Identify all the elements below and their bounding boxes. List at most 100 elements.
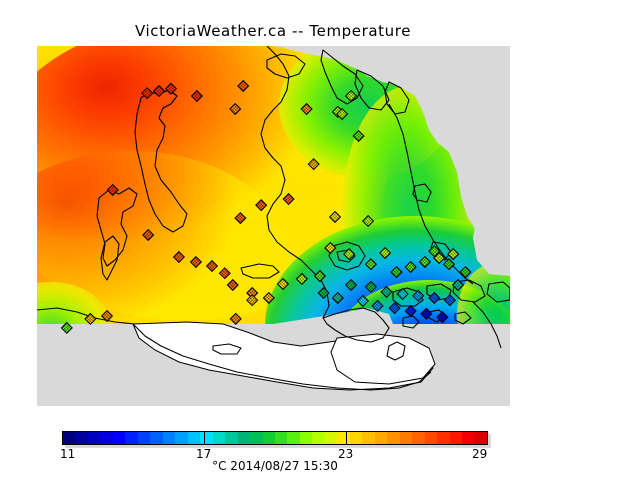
station-marker-hatch [141,87,153,99]
station-marker-hatch [443,258,455,270]
colorbar-cell-20 [312,432,325,444]
station-marker-hatch [191,90,203,102]
station-marker-hatch [343,248,355,260]
colorbar-label-mid1: 17 [196,447,212,461]
station-marker-hatch [389,302,400,314]
station-marker-hatch [61,322,73,334]
colorbar-cell-30 [437,432,450,444]
colorbar-cell-17 [274,432,288,444]
colorbar-cell-2 [87,432,101,444]
station-marker-hatch [444,294,456,306]
station-marker-hatch [397,288,408,300]
colorbar-cell-6 [137,432,151,444]
station-marker-hatch [412,290,424,302]
station-marker-hatch [379,247,391,259]
station-marker-hatch [107,184,119,196]
station-markers [60,79,472,335]
station-marker-hatch [235,212,246,224]
colorbar-cell-29 [424,432,438,444]
station-marker-hatch [433,252,445,264]
station-marker-hatch [447,248,459,260]
colorbar-cell-18 [287,432,300,444]
station-marker-hatch [296,273,308,285]
colorbar-cell-7 [150,432,163,444]
station-marker-hatch [283,193,294,205]
station-marker-hatch [229,103,241,115]
page-title: VictoriaWeather.ca -- Temperature [134,22,412,40]
station-marker-hatch [345,279,357,291]
station-marker-hatch [420,308,432,320]
colorbar-gradient [62,431,488,445]
station-marker-hatch [219,267,231,279]
colorbar-cell-4 [112,432,126,444]
station-marker-hatch [353,130,364,142]
colorbar-cell-11 [200,432,213,444]
station-marker-hatch [301,103,312,115]
temperature-map [37,46,510,406]
station-marker-hatch [237,80,249,92]
station-marker-hatch [324,242,336,254]
colorbar-cell-5 [125,432,138,444]
station-marker-hatch [153,85,165,97]
colorbar-cell-27 [399,432,413,444]
colorbar-cell-0 [63,432,76,444]
temperature-map-panel [37,46,510,406]
colorbar: 11 17 23 29 [60,431,491,461]
station-marker-hatch [308,158,320,170]
station-marker-hatch [230,313,242,325]
station-marker-hatch [381,286,392,298]
colorbar-cell-1 [75,432,88,444]
station-marker-hatch [318,287,329,299]
station-marker-hatch [329,211,341,223]
station-marker-hatch [452,279,464,291]
station-marker-hatch [165,83,177,95]
station-marker-hatch [460,266,471,278]
colorbar-cell-28 [412,432,425,444]
colorbar-cell-9 [175,432,188,444]
station-marker-hatch [372,300,383,312]
colorbar-cell-13 [225,432,238,444]
colorbar-tick-23 [346,431,347,445]
colorbar-cell-25 [374,432,388,444]
colorbar-cell-22 [337,432,350,444]
colorbar-cell-31 [449,432,462,444]
colorbar-cell-21 [324,432,338,444]
colorbar-cell-19 [299,432,313,444]
station-marker-hatch [314,270,326,282]
colorbar-tick-17 [204,431,205,445]
colorbar-caption: °C 2014/08/27 15:30 [212,459,338,473]
colorbar-cell-23 [349,432,363,444]
land-mask-white [132,321,436,391]
colorbar-cell-33 [474,432,487,444]
station-marker-hatch [336,108,348,120]
station-marker-hatch [428,245,440,257]
station-marker-hatch [365,281,377,293]
colorbar-label-mid2: 23 [338,447,354,461]
station-marker-hatch [405,305,417,317]
station-marker-hatch [255,199,267,211]
colorbar-cell-15 [250,432,263,444]
colorbar-cell-14 [237,432,251,444]
colorbar-cell-8 [162,432,176,444]
station-marker-hatch [437,311,448,323]
out-of-domain-mask [37,46,510,406]
colorbar-cell-12 [212,432,226,444]
station-marker-hatch [391,266,402,278]
station-marker-hatch [419,256,431,268]
colorbar-cell-3 [100,432,113,444]
station-marker-hatch [357,295,369,307]
colorbar-label-max: 29 [472,447,488,461]
colorbar-label-min: 11 [60,447,76,461]
station-marker-hatch [362,215,374,227]
station-marker-hatch [345,90,357,102]
coastlines [37,46,510,391]
station-marker-hatch [85,313,96,325]
colorbar-cell-24 [362,432,375,444]
station-marker-hatch [246,294,258,306]
colorbar-cell-16 [262,432,275,444]
colorbar-cell-10 [187,432,201,444]
station-marker-hatch [365,258,377,270]
colorbar-cell-32 [462,432,475,444]
station-marker-hatch [142,229,154,241]
station-marker-hatch [101,310,113,322]
